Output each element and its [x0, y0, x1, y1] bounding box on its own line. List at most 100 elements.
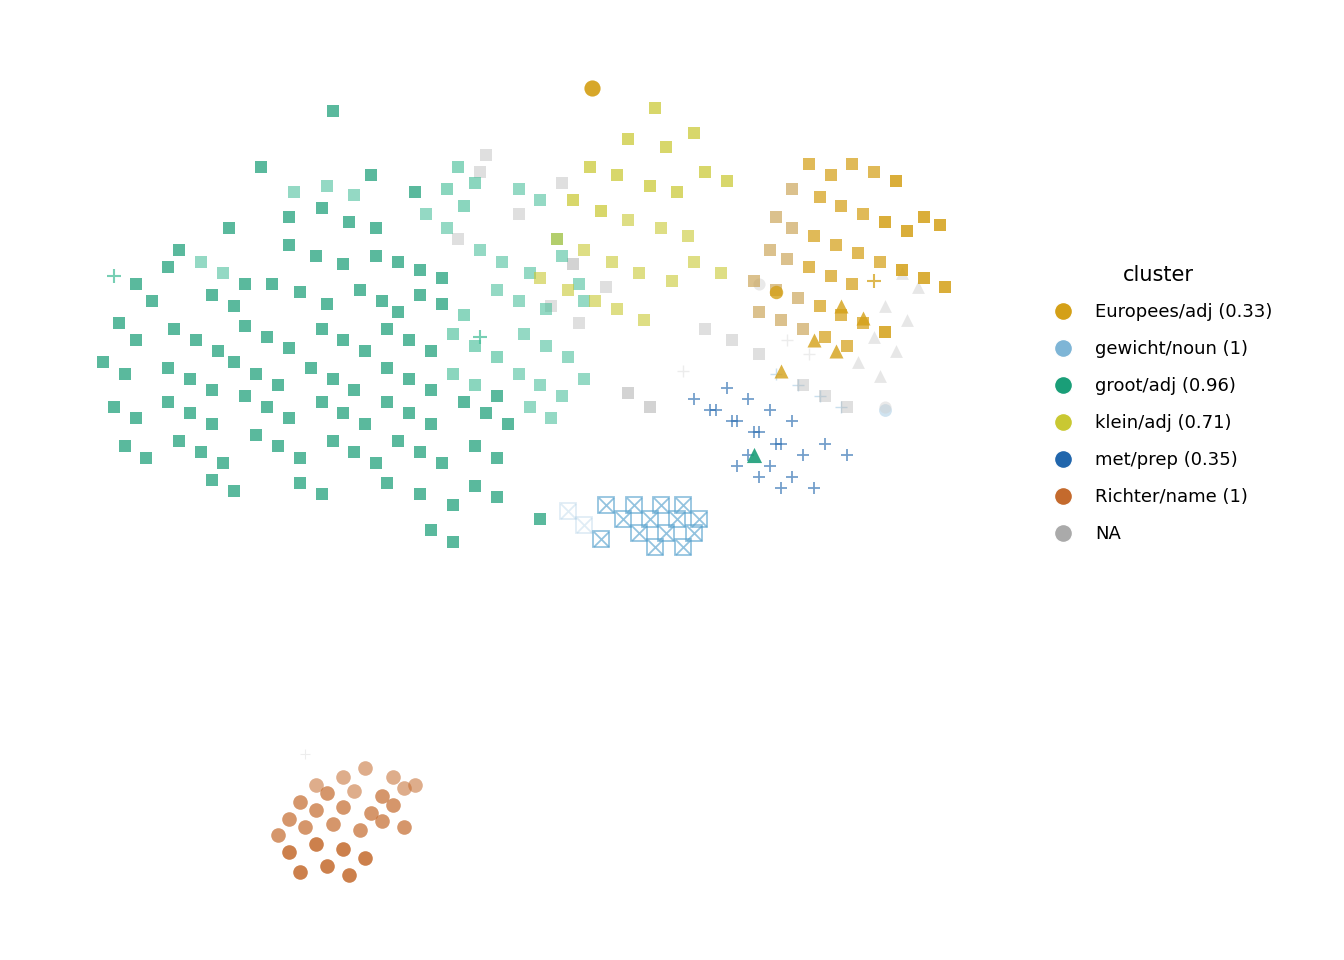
Point: [469, 164, 491, 180]
Point: [382, 797, 403, 812]
Point: [453, 198, 474, 213]
Point: [360, 805, 382, 821]
Point: [421, 344, 442, 359]
Point: [519, 399, 540, 415]
Point: [716, 173, 738, 188]
Point: [530, 271, 551, 286]
Point: [907, 279, 929, 295]
Point: [508, 206, 530, 222]
Point: [831, 299, 852, 314]
Point: [109, 316, 130, 331]
Point: [793, 377, 814, 393]
Point: [656, 139, 677, 155]
Point: [870, 254, 891, 270]
Point: [294, 820, 316, 835]
Point: [804, 228, 825, 244]
Point: [781, 221, 802, 236]
Point: [310, 322, 332, 337]
Point: [421, 522, 442, 538]
Point: [563, 256, 585, 272]
Point: [574, 243, 595, 258]
Point: [551, 249, 573, 264]
Point: [289, 285, 310, 300]
Point: [218, 221, 239, 236]
Point: [103, 399, 125, 415]
Point: [355, 851, 376, 866]
Point: [339, 215, 360, 230]
Point: [310, 487, 332, 502]
Point: [464, 377, 485, 393]
Point: [581, 81, 602, 96]
Point: [339, 867, 360, 882]
Point: [814, 329, 836, 345]
Point: [934, 279, 956, 295]
Point: [223, 299, 245, 314]
Point: [765, 209, 786, 225]
Point: [464, 176, 485, 191]
Point: [891, 262, 913, 277]
Point: [410, 262, 431, 277]
Point: [212, 456, 234, 471]
Point: [606, 167, 628, 182]
Point: [492, 254, 513, 270]
Point: [809, 190, 831, 205]
Point: [202, 417, 223, 432]
Point: [212, 265, 234, 280]
Point: [333, 405, 355, 420]
Point: [530, 377, 551, 393]
Point: [601, 254, 622, 270]
Point: [305, 803, 327, 818]
Point: [371, 788, 392, 804]
Point: [683, 254, 704, 270]
Point: [371, 293, 392, 308]
Point: [316, 296, 337, 311]
Point: [574, 372, 595, 387]
Point: [852, 310, 874, 325]
Point: [487, 450, 508, 466]
Point: [431, 296, 453, 311]
Point: [125, 276, 146, 292]
Point: [546, 231, 567, 247]
Point: [617, 212, 638, 228]
Point: [141, 293, 163, 308]
Point: [202, 288, 223, 303]
Point: [661, 274, 683, 289]
Point: [722, 332, 743, 348]
Point: [474, 148, 496, 163]
Point: [798, 156, 820, 172]
Point: [305, 249, 327, 264]
Point: [278, 411, 300, 426]
Point: [289, 794, 310, 809]
Point: [257, 399, 278, 415]
Point: [355, 417, 376, 432]
Point: [202, 383, 223, 398]
Point: [398, 332, 419, 348]
Point: [403, 778, 425, 793]
Point: [448, 231, 469, 247]
Point: [530, 512, 551, 527]
Point: [376, 360, 398, 375]
Point: [896, 313, 918, 328]
Point: [437, 221, 458, 236]
Point: [628, 265, 649, 280]
Point: [535, 301, 556, 317]
Point: [519, 265, 540, 280]
Point: [289, 475, 310, 491]
Point: [551, 389, 573, 404]
Point: [875, 215, 896, 230]
Point: [333, 256, 355, 272]
Point: [487, 349, 508, 365]
Point: [207, 344, 228, 359]
Point: [540, 299, 562, 314]
Point: [579, 158, 601, 174]
Point: [825, 344, 847, 359]
Point: [403, 184, 425, 200]
Point: [820, 268, 841, 283]
Point: [645, 100, 667, 115]
Point: [650, 221, 672, 236]
Point: [410, 444, 431, 460]
Point: [223, 484, 245, 499]
Point: [321, 103, 343, 118]
Point: [344, 187, 366, 203]
Point: [360, 167, 382, 182]
